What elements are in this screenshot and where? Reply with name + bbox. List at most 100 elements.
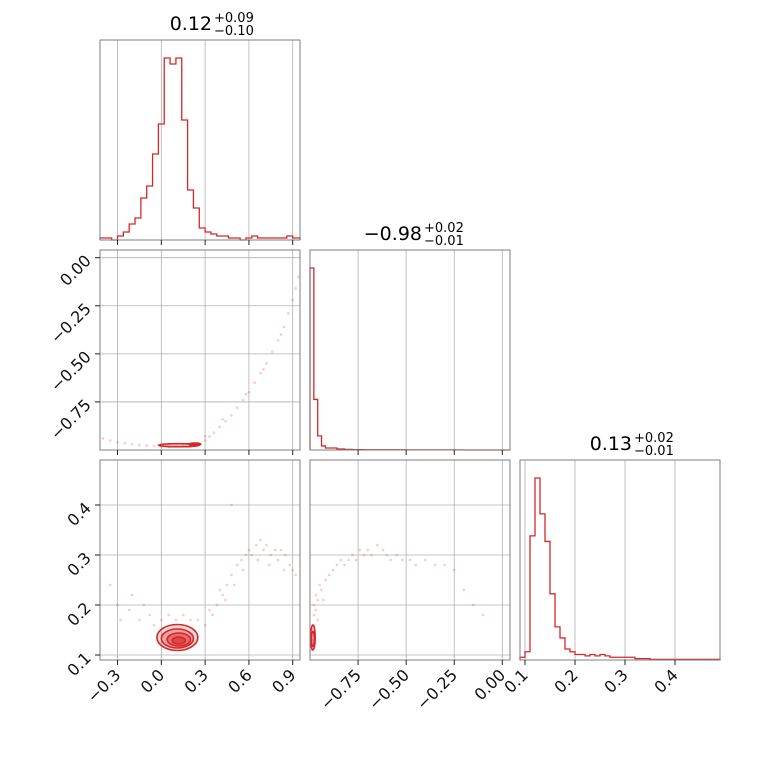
scatter-point xyxy=(267,563,271,567)
xticks-1-0 xyxy=(117,450,294,455)
title-minus: −0.01 xyxy=(424,234,464,249)
scatter-point xyxy=(312,603,316,607)
scatter-point xyxy=(408,558,412,562)
scatter-point xyxy=(443,563,447,567)
title-minus: −0.01 xyxy=(634,444,674,459)
scatter-point xyxy=(254,543,258,547)
grid-lines-2-1 xyxy=(310,460,510,660)
scatter-point xyxy=(400,558,404,562)
scatter-point xyxy=(221,417,225,421)
x-tick-label: −0.50 xyxy=(365,665,413,713)
scatter-point xyxy=(265,362,268,365)
scatter-point xyxy=(259,371,262,375)
scatter-point xyxy=(127,608,131,612)
scatter-point xyxy=(270,350,274,354)
param-title-2: 0.13 +0.02−0.01 xyxy=(590,431,674,459)
scatter-point xyxy=(138,443,141,447)
title-value: −0.98 xyxy=(364,223,422,245)
scatter-point xyxy=(279,333,283,337)
title-plus: +0.02 xyxy=(634,431,674,446)
scatter-point xyxy=(472,603,475,607)
scatter-point xyxy=(174,618,178,622)
scatter-point xyxy=(208,608,211,612)
x-tick-label: 0.3 xyxy=(600,665,631,696)
y-tick-label: 0.1 xyxy=(63,648,94,679)
grid-lines-1-0 xyxy=(100,250,300,450)
scatter-point xyxy=(247,390,251,394)
x-tick-label: −0.25 xyxy=(413,665,461,713)
scatter-point xyxy=(276,558,280,562)
scatter-point xyxy=(259,538,262,542)
scatter-point xyxy=(244,553,248,557)
contour-level xyxy=(188,442,202,447)
scatter-point xyxy=(116,603,119,607)
scatter-point xyxy=(452,568,456,572)
scatter-point xyxy=(203,623,207,627)
y-tick-label: −0.75 xyxy=(47,395,95,443)
title-plus: +0.02 xyxy=(424,221,464,236)
scatter-point xyxy=(130,593,134,597)
scatter-point xyxy=(244,392,248,396)
x-tick-label: 0.3 xyxy=(181,665,212,696)
scatter-point xyxy=(218,425,222,429)
scatter-point xyxy=(152,444,156,448)
scatter-point xyxy=(229,413,233,417)
xticks-2-0: −0.3 0.0 0.3 0.6 0.9 xyxy=(83,660,300,706)
x-tick-label: 0.2 xyxy=(550,665,581,696)
scatter-point xyxy=(294,287,298,290)
scatter-point xyxy=(339,558,343,562)
scatter-point xyxy=(279,548,283,552)
scatter-point xyxy=(225,583,229,587)
scatter-point xyxy=(250,553,254,557)
scatter-point xyxy=(322,598,325,602)
xticks-2-2: 0.1 0.2 0.3 0.4 xyxy=(500,660,682,697)
scatter-1-2 xyxy=(310,543,485,652)
scatter-point xyxy=(123,441,127,445)
scatter-point xyxy=(284,553,287,557)
scatter-point xyxy=(282,568,286,572)
x-tick-label: 0.6 xyxy=(224,665,255,696)
param-title-1: −0.98 +0.02−0.01 xyxy=(364,221,464,249)
contour-level xyxy=(171,636,187,645)
scatter-point xyxy=(181,613,185,617)
scatter-point xyxy=(240,558,244,562)
panel-frame-2-0 xyxy=(99,459,301,661)
xticks-2-1: −0.75 −0.50 −0.25 0.00 xyxy=(317,660,509,713)
scatter-point xyxy=(142,603,146,607)
scatter-point xyxy=(224,598,227,602)
grid-lines-0-0 xyxy=(117,40,294,240)
scatter-point xyxy=(116,440,119,444)
scatter-point xyxy=(232,583,236,587)
grid-lines-2-0 xyxy=(100,460,300,660)
x-tick-label: −0.75 xyxy=(317,665,365,713)
scatter-point xyxy=(241,568,245,572)
scatter-point xyxy=(481,613,485,617)
scatter-point xyxy=(433,563,437,567)
xticks-0-0 xyxy=(117,240,294,245)
scatter-point xyxy=(119,618,122,622)
scatter-point xyxy=(316,598,320,602)
scatter-point xyxy=(229,573,233,577)
scatter-point xyxy=(389,558,393,562)
y-tick-label: 0.3 xyxy=(63,548,94,579)
scatter-point xyxy=(282,325,286,329)
scatter-point xyxy=(262,548,265,552)
scatter-point xyxy=(148,613,152,617)
panel-frame-1-1 xyxy=(309,249,511,451)
x-tick-label: 0.4 xyxy=(650,665,681,696)
scatter-point xyxy=(314,608,318,612)
scatter-point xyxy=(247,548,251,552)
scatter-point xyxy=(358,548,362,552)
scatter-point xyxy=(286,312,290,315)
scatter-point xyxy=(297,275,300,279)
panel-frame-2-1 xyxy=(309,459,511,661)
scatter-point xyxy=(414,563,418,567)
scatter-point xyxy=(331,568,335,572)
scatter-point xyxy=(108,438,112,442)
title-plus: +0.09 xyxy=(214,11,254,26)
title-minus: −0.10 xyxy=(214,24,254,39)
scatter-point xyxy=(366,548,370,552)
scatter-point xyxy=(253,381,257,385)
scatter-point xyxy=(323,578,327,582)
scatter-point xyxy=(269,553,273,557)
